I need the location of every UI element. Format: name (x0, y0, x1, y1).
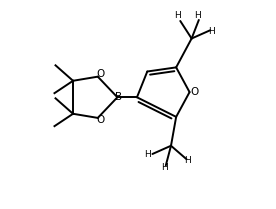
Text: H: H (208, 27, 214, 36)
Text: H: H (161, 163, 168, 172)
Text: H: H (194, 11, 201, 20)
Text: O: O (96, 69, 104, 79)
Text: H: H (174, 11, 181, 20)
Text: O: O (190, 87, 198, 97)
Text: O: O (96, 115, 104, 125)
Text: H: H (144, 150, 151, 159)
Text: H: H (184, 156, 191, 165)
Text: B: B (115, 92, 122, 102)
